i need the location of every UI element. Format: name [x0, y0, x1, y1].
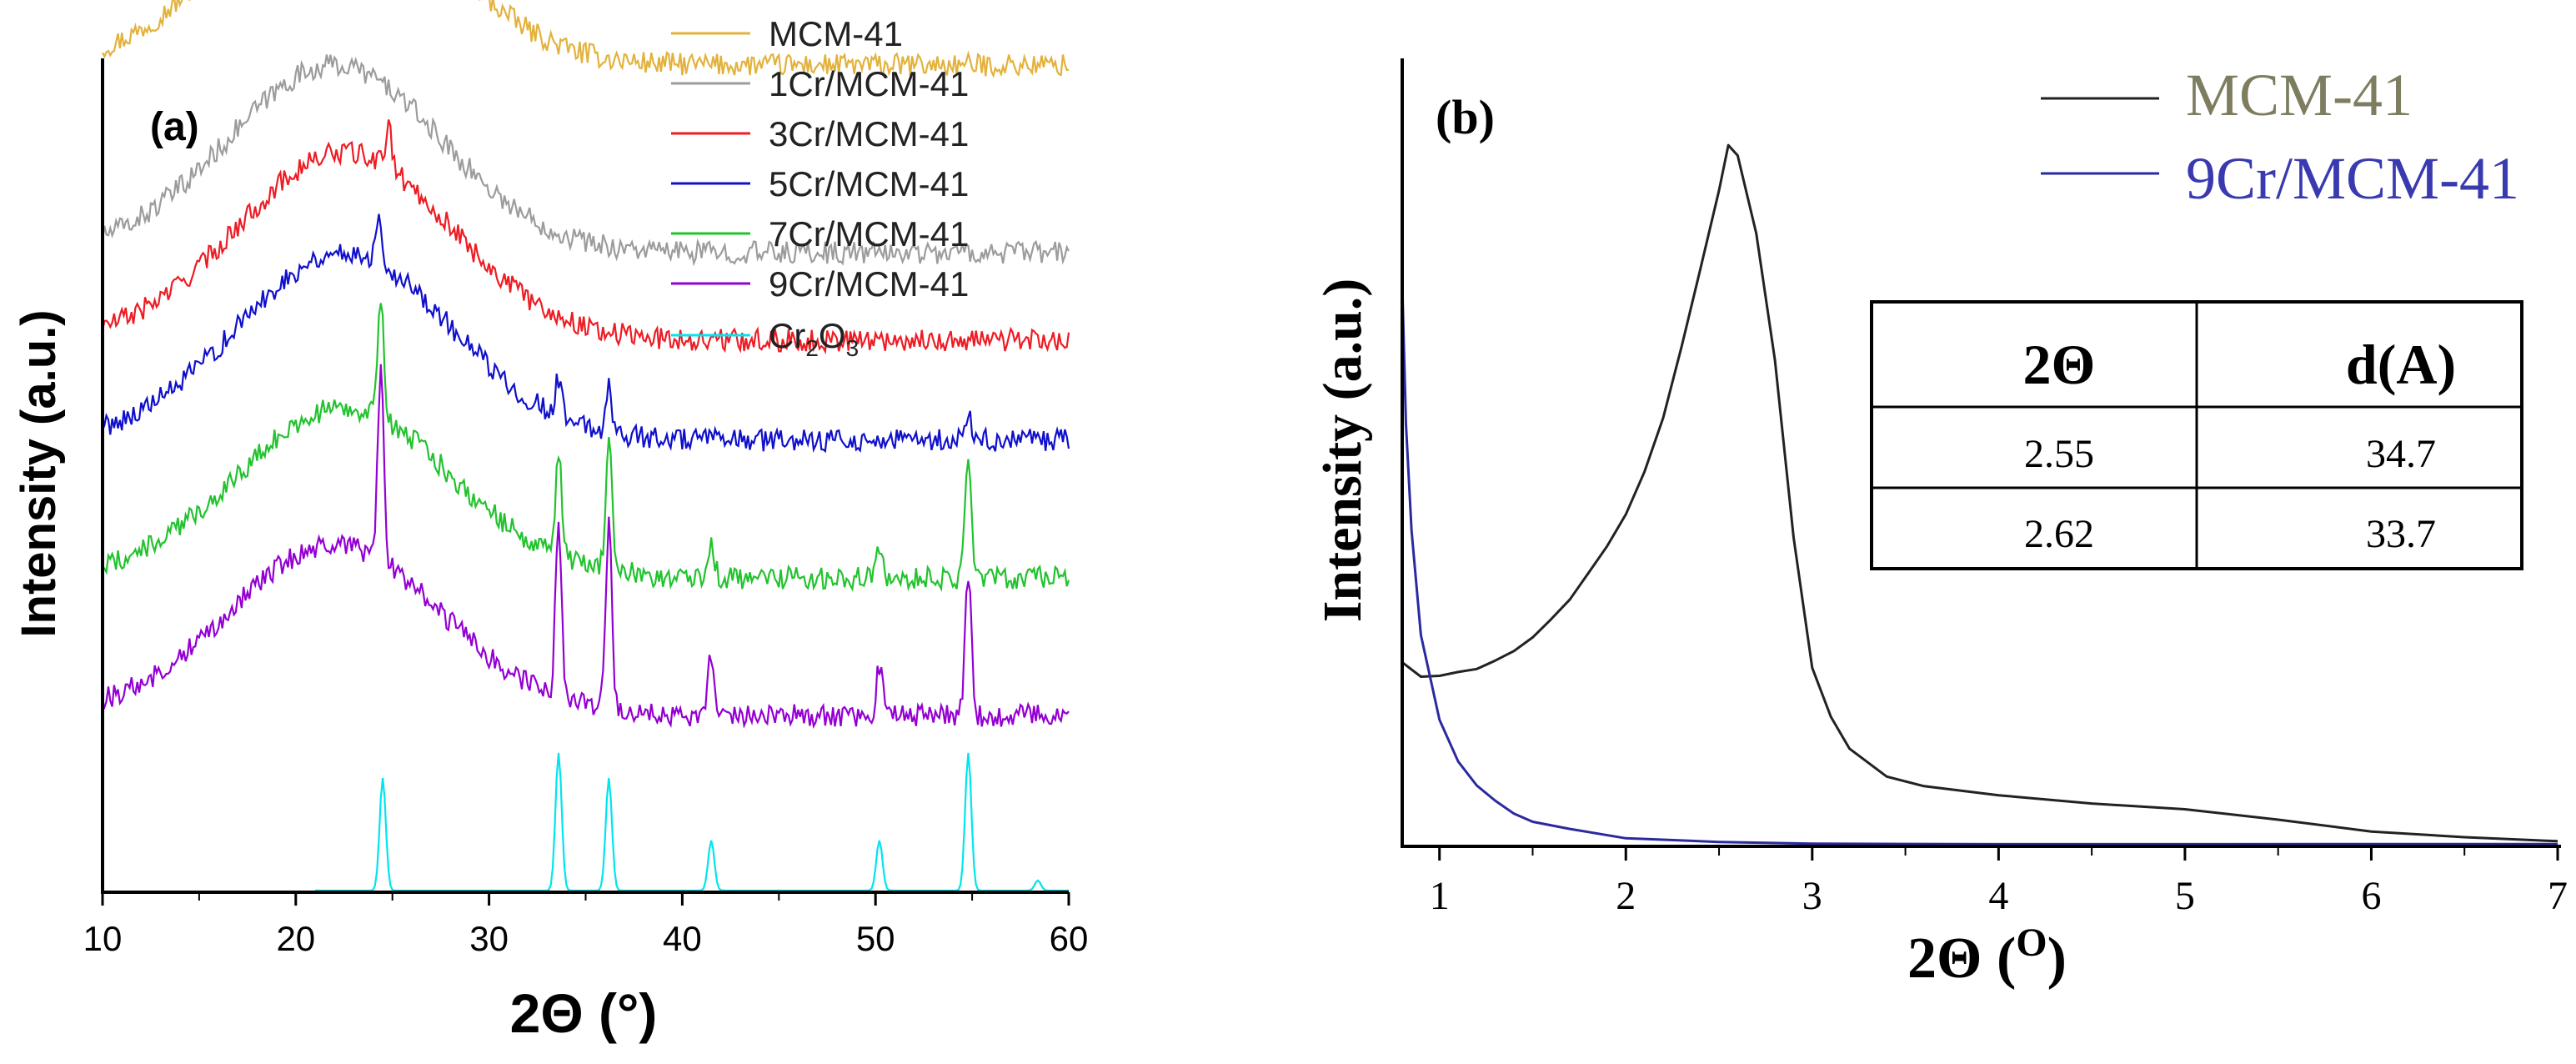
panel-a: (a) 10 20 30 40 50 60 2Θ (°) Intensity (a.u.)… — [12, 0, 1088, 1044]
legend-item-7cr: 7Cr/MCM-41 — [671, 214, 969, 253]
x-tick-label: 4 — [1988, 874, 2008, 918]
series-line-b-mcm-41 — [1401, 143, 2558, 843]
legend-label-3cr: 3Cr/MCM-41 — [769, 114, 969, 153]
series-line-9cr-mcm-41 — [102, 364, 1070, 730]
legend-cr2o3-sub-3: 3 — [846, 335, 860, 361]
panel-a-label: (a) — [150, 105, 199, 149]
legend-label-9cr: 9Cr/MCM-41 — [769, 264, 969, 304]
panel-a-x-ticks: 10 20 30 40 50 60 — [83, 892, 1089, 958]
legend-item-1cr: 1Cr/MCM-41 — [671, 64, 969, 103]
panel-a-y-label: Intensity (a.u.) — [12, 309, 66, 637]
legend-label-cr2o3: Cr2O3 — [769, 316, 859, 361]
table-cell-r2-d: 33.7 — [2366, 512, 2436, 556]
x-tick-label: 2 — [1616, 874, 1636, 918]
panel-a-x-label: 2Θ (°) — [510, 982, 658, 1044]
legend-item-cr2o3: Cr2O3 — [671, 316, 859, 361]
x-tick-label: 3 — [1802, 874, 1822, 918]
panel-b-x-label: 2Θ (O) — [1907, 921, 2067, 991]
legend-item-3cr: 3Cr/MCM-41 — [671, 114, 969, 153]
table-cell-r2-2theta: 2.62 — [2024, 512, 2094, 556]
series-line-7cr-mcm-41 — [102, 303, 1070, 592]
x-tick-label: 20 — [276, 919, 315, 958]
legend-item-9cr: 9Cr/MCM-41 — [671, 264, 969, 304]
x-tick-label: 50 — [856, 919, 895, 958]
x-tick-label: 1 — [1430, 874, 1450, 918]
legend-item-mcm-41: MCM-41 — [671, 14, 903, 53]
panel-b-x-label-close: ) — [2047, 926, 2067, 991]
series-line-b-9cr-mcm-41 — [1401, 284, 2558, 846]
table-header-2theta: 2Θ — [2023, 333, 2096, 396]
panel-b-label: (b) — [1436, 90, 1495, 144]
series-line-1cr-mcm-41 — [101, 54, 1070, 267]
panel-b-x-ticks: 1 2 3 4 5 6 7 — [1430, 846, 2568, 918]
legend-label-7cr: 7Cr/MCM-41 — [769, 214, 969, 253]
legend-item-b-9cr: 9Cr/MCM-41 — [2041, 145, 2519, 212]
series-line-cr2o3 — [315, 752, 1069, 892]
panel-a-legend: MCM-41 1Cr/MCM-41 3Cr/MCM-41 5Cr/MCM-41 … — [671, 14, 969, 361]
legend-item-b-mcm-41: MCM-41 — [2041, 62, 2413, 128]
legend-item-5cr: 5Cr/MCM-41 — [671, 164, 969, 203]
legend-label-1cr: 1Cr/MCM-41 — [769, 64, 969, 103]
d-spacing-table: 2Θ d(A) 2.55 34.7 2.62 33.7 — [1870, 300, 2523, 570]
x-tick-label: 60 — [1050, 919, 1089, 958]
x-tick-label: 40 — [663, 919, 702, 958]
series-line-3cr-mcm-41 — [101, 119, 1070, 355]
x-tick-label: 10 — [83, 919, 123, 958]
legend-cr2o3-o: O — [819, 316, 846, 355]
table-cell-r1-d: 34.7 — [2366, 432, 2436, 476]
panel-b-legend: MCM-41 9Cr/MCM-41 — [2041, 62, 2519, 212]
series-line-5cr-mcm-41 — [101, 213, 1070, 454]
legend-label-b-9cr: 9Cr/MCM-41 — [2186, 145, 2519, 212]
legend-label-5cr: 5Cr/MCM-41 — [769, 164, 969, 203]
legend-cr2o3-sub-2: 2 — [805, 335, 819, 361]
x-tick-label: 7 — [2548, 874, 2568, 918]
x-tick-label: 5 — [2175, 874, 2195, 918]
panel-b: (b) 1 2 3 4 5 6 7 2Θ (O) Intensity (a.u.) MCM-… — [1312, 58, 2568, 991]
panel-b-y-label: Intensity (a.u.) — [1312, 279, 1373, 623]
legend-label-mcm-41: MCM-41 — [769, 14, 903, 53]
panel-b-x-label-main: 2Θ ( — [1907, 926, 2016, 991]
panel-b-x-label-degree: O — [2016, 921, 2047, 965]
table-header-d: d(A) — [2346, 333, 2456, 396]
legend-cr2o3-cr: Cr — [769, 316, 805, 355]
x-tick-label: 30 — [469, 919, 509, 958]
panel-b-series — [1401, 143, 2558, 846]
x-tick-label: 6 — [2361, 874, 2381, 918]
table-cell-r1-2theta: 2.55 — [2024, 432, 2094, 476]
legend-label-b-mcm-41: MCM-41 — [2186, 62, 2413, 128]
series-line-mcm-41 — [102, 0, 1070, 78]
